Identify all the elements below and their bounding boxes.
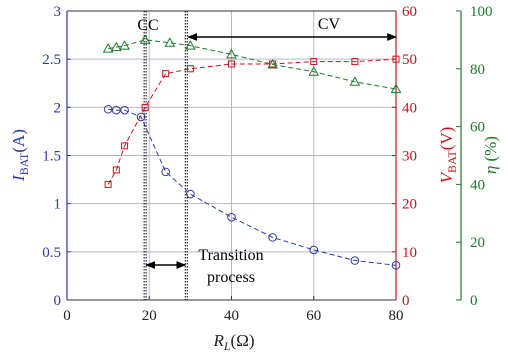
- data-point-right1: [121, 142, 129, 150]
- y-right1-tick-label: 20: [402, 197, 417, 213]
- data-point-left: [120, 105, 129, 115]
- y-right2-tick-label: 80: [470, 62, 485, 78]
- y-left-tick-label: 2.5: [42, 52, 61, 68]
- data-point-right2: [102, 43, 114, 53]
- y-left-tick-label: 1.5: [42, 149, 61, 165]
- y-right1-tick-label: 60: [402, 4, 417, 20]
- data-point-right2: [110, 41, 122, 52]
- y-right1-tick-label: 10: [402, 245, 417, 261]
- axis-titles: RL(Ω) IBAT(A) VBAT(V) η(%): [9, 127, 500, 353]
- y-right1-tick-label: 50: [402, 52, 417, 68]
- data-point-left: [136, 112, 146, 122]
- series-line-left: [108, 108, 397, 266]
- y-right1-tick-label: 30: [402, 149, 417, 165]
- y-right2-tick-label: 20: [470, 235, 485, 251]
- y-right2-tick-label: 0: [470, 293, 478, 309]
- y-left-tick-label: 0.5: [42, 245, 61, 261]
- y-right2-tick-label: 100: [470, 4, 493, 20]
- series-line-right1: [107, 58, 397, 185]
- data-point-right1: [392, 55, 400, 63]
- x-tick-label: 80: [389, 308, 404, 324]
- data-point-left: [161, 167, 170, 177]
- data-point-left: [186, 189, 195, 199]
- y-left-title: IBAT(A): [9, 129, 31, 182]
- data-point-left: [103, 104, 113, 114]
- data-point-right2: [226, 48, 237, 59]
- x-tick-label: 0: [63, 308, 71, 324]
- y-left-tick-label: 3: [54, 4, 62, 20]
- y-right2-title: η(%): [481, 136, 500, 174]
- y-right1-title: VBAT(V): [437, 127, 459, 184]
- series-line-right2: [108, 39, 397, 90]
- x-tick-label: 40: [224, 308, 239, 324]
- transition-label-line1: Transition: [198, 247, 263, 264]
- x-tick-label: 20: [142, 308, 157, 324]
- data-point-right2: [119, 40, 130, 50]
- annotations: CC CV Transition process: [137, 16, 397, 286]
- data-point-left: [391, 261, 401, 270]
- data-point-left: [268, 233, 277, 242]
- y-left-tick-label: 0: [54, 293, 62, 309]
- data-point-right1: [112, 166, 120, 174]
- series-group: [102, 34, 402, 270]
- data-point-right1: [228, 60, 235, 68]
- cv-label: CV: [318, 16, 341, 33]
- data-point-left: [350, 256, 360, 265]
- data-point-right2: [267, 58, 278, 69]
- data-point-right2: [349, 76, 361, 86]
- y-right2-tick-label: 60: [470, 120, 485, 136]
- y-left-tick-label: 1: [54, 197, 62, 213]
- region-lines: [143, 11, 188, 300]
- data-point-right2: [139, 34, 151, 44]
- data-point-right2: [164, 37, 176, 47]
- cc-label: CC: [137, 17, 158, 34]
- data-point-right2: [390, 83, 402, 94]
- data-point-right1: [186, 65, 194, 73]
- data-point-right2: [308, 66, 320, 76]
- data-point-right1: [104, 180, 112, 188]
- data-point-left: [309, 245, 319, 255]
- data-point-left: [112, 105, 121, 115]
- data-point-left: [227, 212, 236, 222]
- data-point-right1: [141, 103, 149, 111]
- y-left-tick-label: 2: [54, 100, 62, 116]
- data-point-right1: [162, 70, 170, 78]
- y-right2-tick-label: 40: [470, 177, 485, 193]
- y-right1-tick-label: 40: [402, 100, 417, 116]
- tick-labels: 0 20 40 60 8000.511.522.53010203040506002040…: [42, 4, 492, 324]
- data-point-right1: [351, 58, 359, 66]
- data-point-right2: [185, 40, 196, 50]
- transition-label-line2: process: [207, 269, 255, 286]
- data-point-right1: [310, 58, 318, 66]
- x-tick-label: 60: [306, 308, 321, 324]
- y-right1-tick-label: 0: [402, 293, 410, 309]
- x-axis-title: RL(Ω): [212, 331, 254, 353]
